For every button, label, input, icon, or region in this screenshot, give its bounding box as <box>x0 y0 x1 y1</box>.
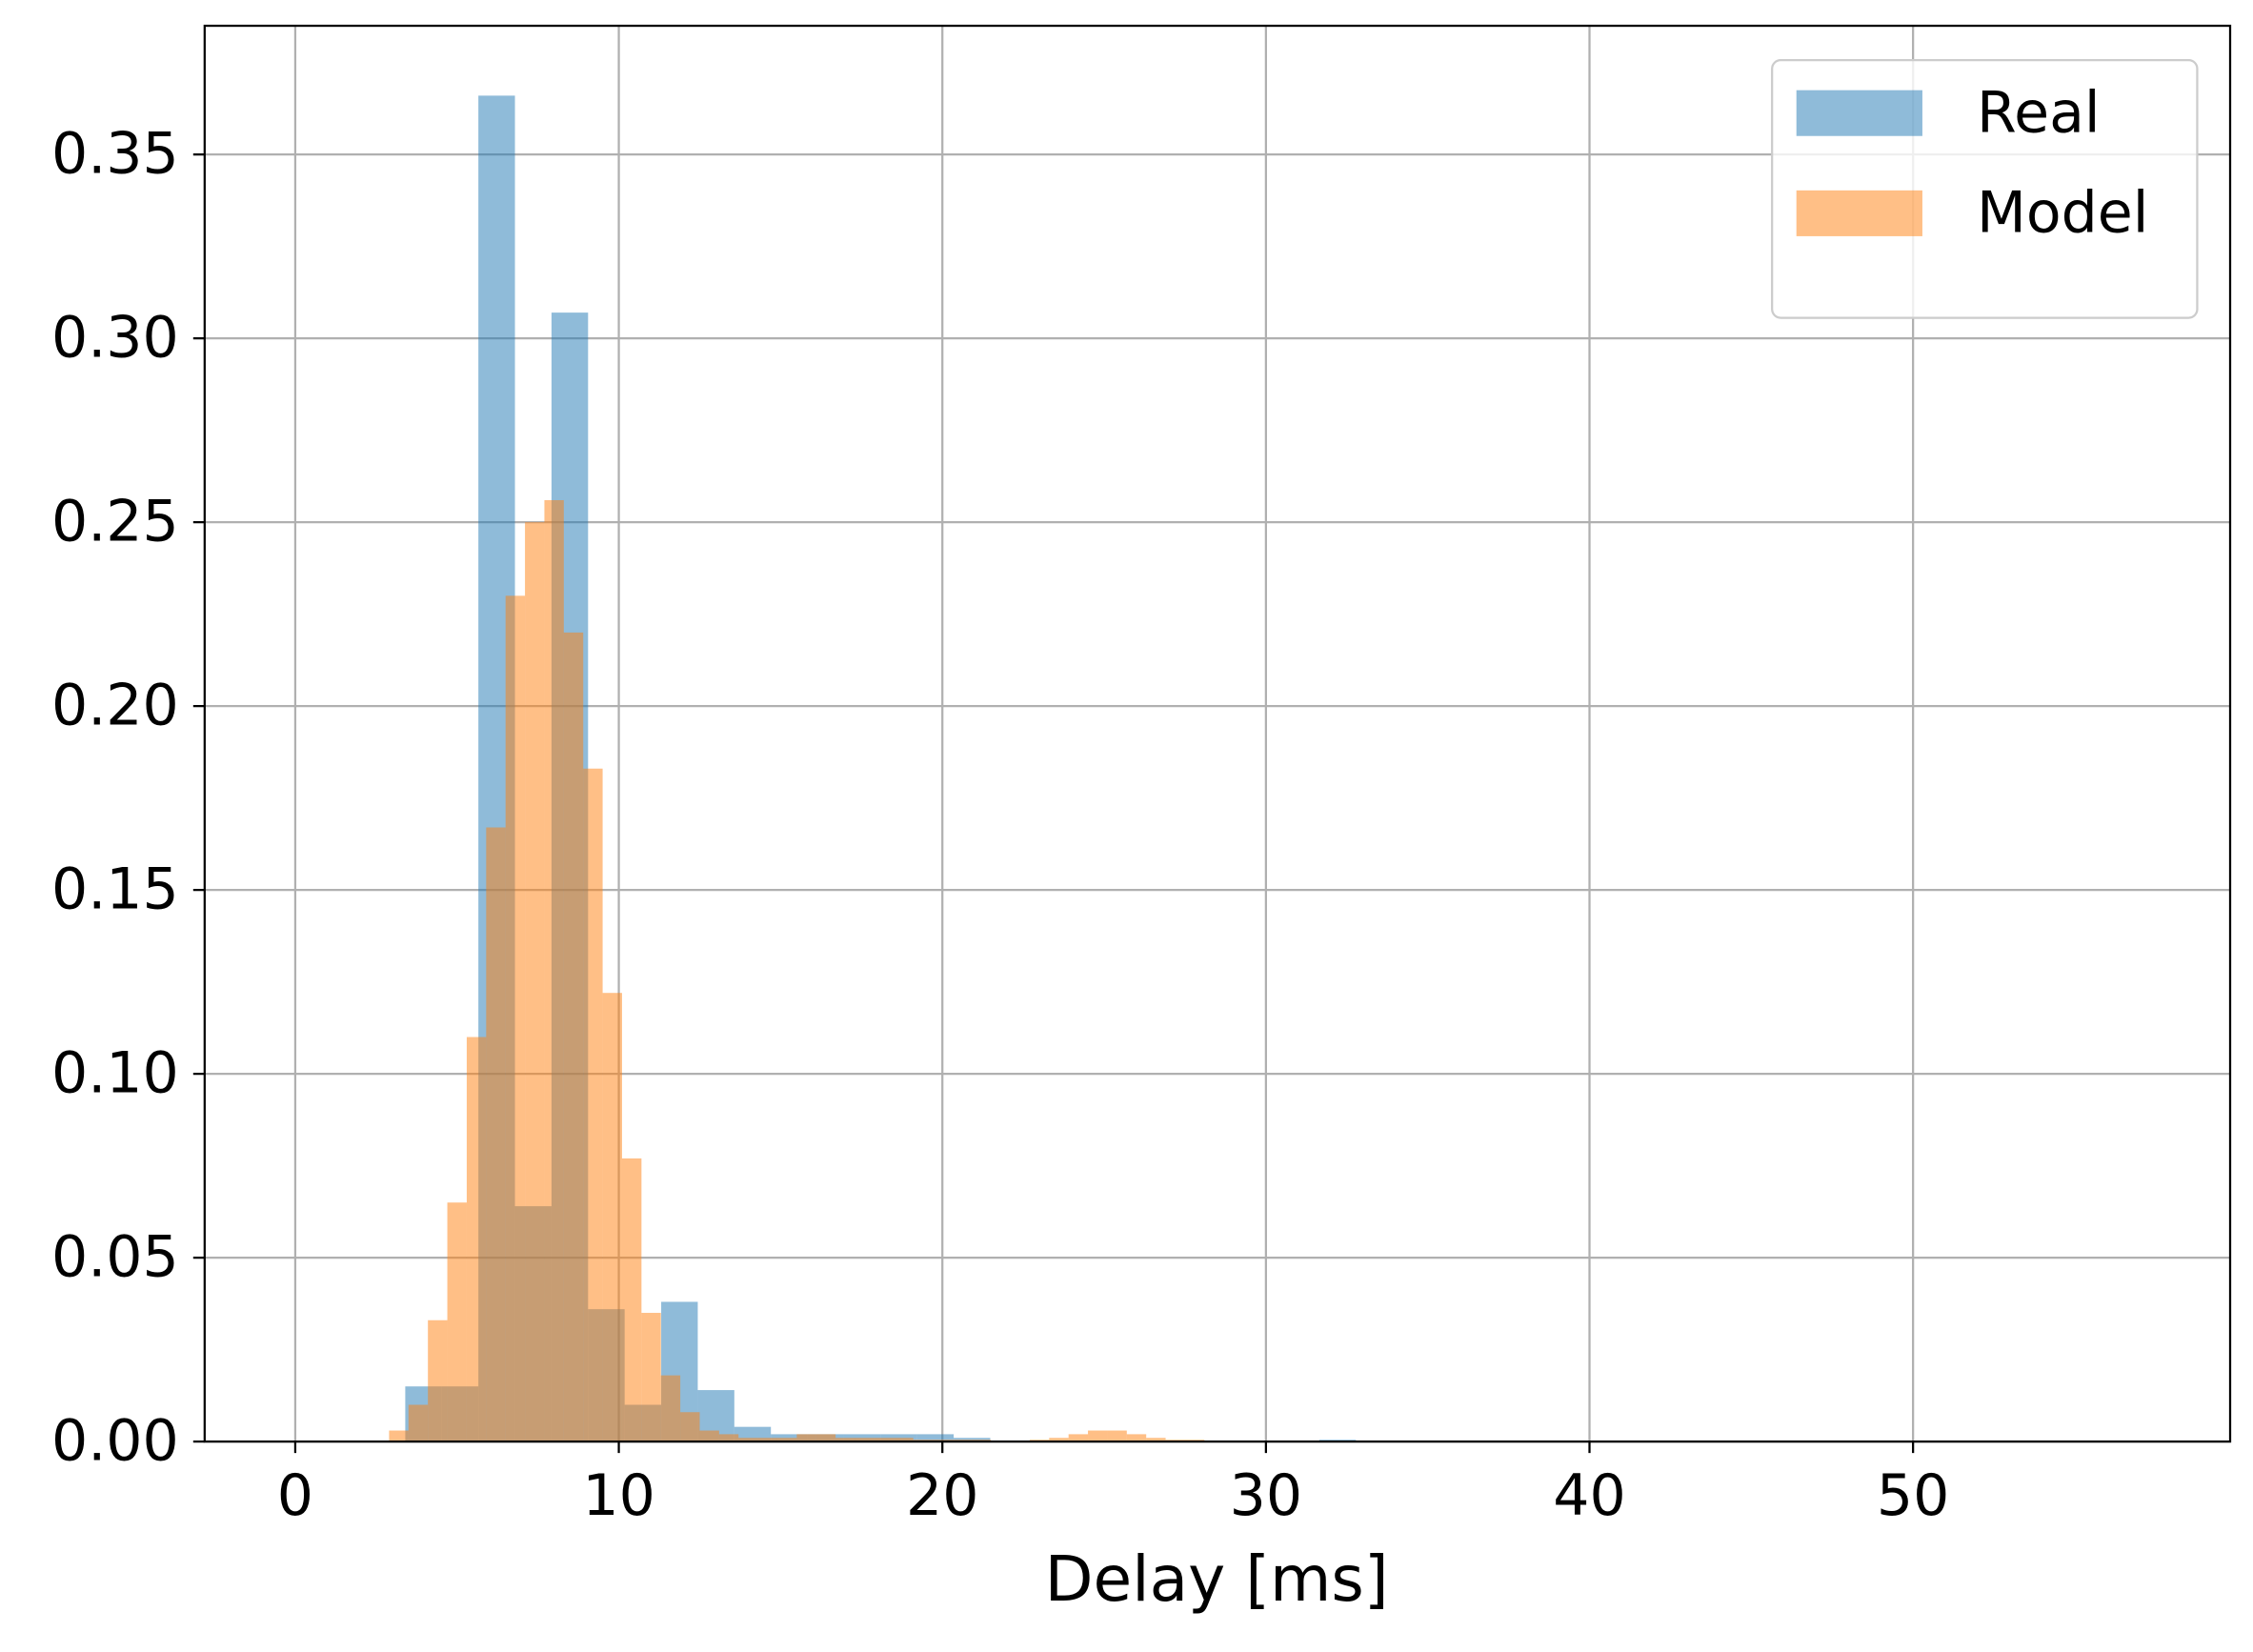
histogram-bar <box>894 1438 914 1442</box>
histogram-bar <box>641 1313 661 1442</box>
legend-label: Real <box>1977 79 2101 146</box>
histogram-bar <box>428 1320 448 1442</box>
y-tick-label: 0.15 <box>51 856 179 923</box>
x-tick-label: 10 <box>582 1462 654 1529</box>
x-tick-label: 30 <box>1230 1462 1302 1529</box>
histogram-bar <box>738 1438 758 1442</box>
y-tick-label: 0.00 <box>51 1408 179 1475</box>
y-tick-label: 0.10 <box>51 1040 179 1107</box>
histogram-bar <box>718 1434 739 1442</box>
x-tick-label: 50 <box>1877 1462 1949 1529</box>
y-tick-label: 0.30 <box>51 305 179 372</box>
histogram-bar <box>796 1434 816 1442</box>
histogram-bar <box>916 1434 955 1442</box>
histogram-bar <box>486 827 506 1442</box>
plot-frame <box>203 24 2232 1443</box>
histogram-bar <box>1146 1438 1166 1442</box>
histogram-bar <box>525 522 545 1442</box>
legend-swatch <box>1796 90 1922 136</box>
histogram-bar <box>1049 1438 1069 1442</box>
y-tick-label: 0.35 <box>51 121 179 188</box>
histogram-bar <box>389 1430 409 1442</box>
x-tick-label: 0 <box>277 1462 313 1529</box>
y-tick-label: 0.20 <box>51 673 179 739</box>
histogram-bar <box>466 1037 487 1442</box>
histogram-bar <box>621 1158 642 1442</box>
histogram-bar <box>505 595 526 1442</box>
histogram-bar <box>602 993 622 1442</box>
histogram-bar <box>1107 1430 1127 1442</box>
histogram-bar <box>757 1438 777 1442</box>
histogram-bar <box>874 1438 895 1442</box>
x-axis-label: Delay [ms] <box>1045 1542 1389 1616</box>
histogram-bar <box>1068 1434 1089 1442</box>
histogram-bar <box>1126 1434 1147 1442</box>
histogram-bar <box>544 499 564 1442</box>
histogram-bar <box>815 1434 836 1442</box>
histogram-bar <box>734 1426 772 1442</box>
histogram-bar <box>835 1438 855 1442</box>
histogram-bar <box>699 1430 719 1442</box>
y-tick-label: 0.05 <box>51 1224 179 1291</box>
legend-label: Model <box>1977 179 2148 246</box>
histogram-bar <box>855 1438 875 1442</box>
y-tick-label: 0.25 <box>51 489 179 555</box>
histogram-bar <box>1088 1430 1108 1442</box>
histogram-bar <box>660 1375 681 1442</box>
histogram-bar <box>776 1438 797 1442</box>
histogram-bar <box>447 1202 467 1442</box>
histogram-bar <box>680 1412 700 1442</box>
histogram-bar <box>563 632 584 1442</box>
x-tick-label: 40 <box>1553 1462 1625 1529</box>
histogram-bar <box>583 768 603 1442</box>
legend-swatch <box>1796 190 1922 236</box>
x-tick-label: 20 <box>906 1462 978 1529</box>
histogram-bar <box>408 1404 429 1442</box>
